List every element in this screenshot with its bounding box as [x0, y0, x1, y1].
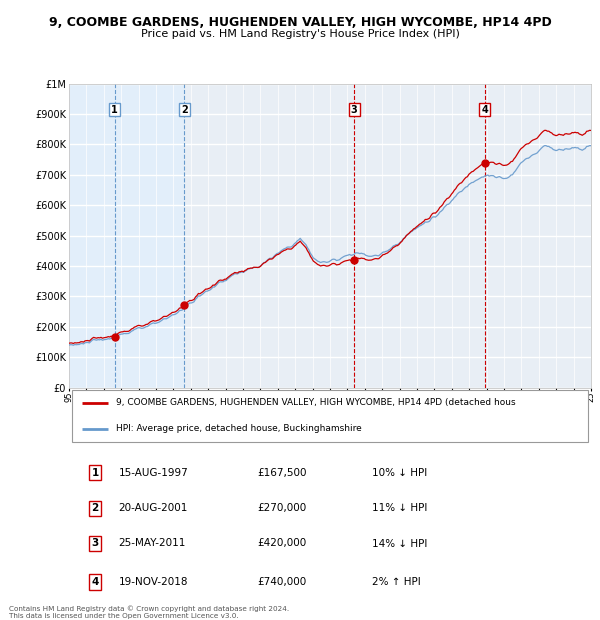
Text: 9, COOMBE GARDENS, HUGHENDEN VALLEY, HIGH WYCOMBE, HP14 4PD (detached hous: 9, COOMBE GARDENS, HUGHENDEN VALLEY, HIG… [116, 398, 515, 407]
Text: £740,000: £740,000 [257, 577, 306, 587]
Text: 3: 3 [91, 539, 99, 549]
Text: 15-AUG-1997: 15-AUG-1997 [119, 468, 188, 478]
Text: 2% ↑ HPI: 2% ↑ HPI [372, 577, 421, 587]
Text: 2: 2 [91, 503, 99, 513]
Text: £167,500: £167,500 [257, 468, 307, 478]
Text: 9, COOMBE GARDENS, HUGHENDEN VALLEY, HIGH WYCOMBE, HP14 4PD: 9, COOMBE GARDENS, HUGHENDEN VALLEY, HIG… [49, 16, 551, 29]
Text: 1: 1 [91, 468, 99, 478]
Text: 19-NOV-2018: 19-NOV-2018 [119, 577, 188, 587]
Text: 11% ↓ HPI: 11% ↓ HPI [372, 503, 427, 513]
FancyBboxPatch shape [71, 390, 589, 441]
Text: Contains HM Land Registry data © Crown copyright and database right 2024.
This d: Contains HM Land Registry data © Crown c… [9, 605, 289, 619]
Text: 14% ↓ HPI: 14% ↓ HPI [372, 539, 427, 549]
Text: 4: 4 [481, 105, 488, 115]
Text: 25-MAY-2011: 25-MAY-2011 [119, 539, 186, 549]
Text: HPI: Average price, detached house, Buckinghamshire: HPI: Average price, detached house, Buck… [116, 424, 362, 433]
Text: 2: 2 [181, 105, 188, 115]
Text: £420,000: £420,000 [257, 539, 306, 549]
Text: 4: 4 [91, 577, 99, 587]
Text: Price paid vs. HM Land Registry's House Price Index (HPI): Price paid vs. HM Land Registry's House … [140, 29, 460, 39]
Bar [69, 84, 184, 388]
Text: 3: 3 [351, 105, 358, 115]
Text: £270,000: £270,000 [257, 503, 306, 513]
Text: 1: 1 [111, 105, 118, 115]
Text: 10% ↓ HPI: 10% ↓ HPI [372, 468, 427, 478]
Text: 20-AUG-2001: 20-AUG-2001 [119, 503, 188, 513]
